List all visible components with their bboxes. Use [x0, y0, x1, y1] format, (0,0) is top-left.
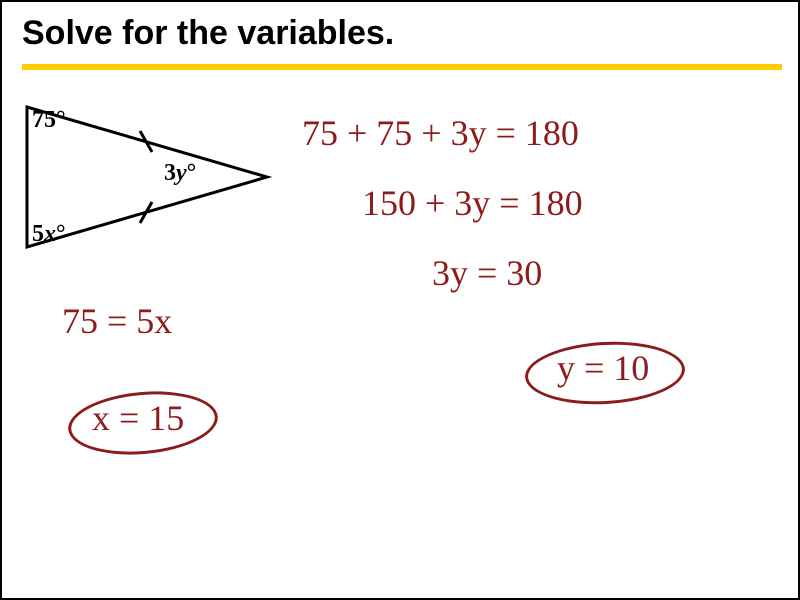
- triangle-diagram: 75° 5x° 3y°: [12, 92, 292, 272]
- angle-label-right: 3y°: [164, 160, 196, 187]
- title-underline: [22, 64, 782, 70]
- eq-150-plus-3y: 150 + 3y = 180: [362, 182, 583, 224]
- answer-y-equals-10: y = 10: [557, 347, 649, 389]
- angle-label-top-left: 75°: [32, 107, 66, 134]
- page-title: Solve for the variables.: [22, 14, 394, 53]
- angle-label-bottom-left: 5x°: [32, 221, 66, 248]
- slide-frame: Solve for the variables. 75° 5x° 3y° 75 …: [0, 0, 800, 600]
- eq-3y-equals-30: 3y = 30: [432, 252, 542, 294]
- eq-sum-angles: 75 + 75 + 3y = 180: [302, 112, 579, 154]
- eq-75-equals-5x: 75 = 5x: [62, 300, 172, 342]
- answer-x-equals-15: x = 15: [92, 397, 184, 439]
